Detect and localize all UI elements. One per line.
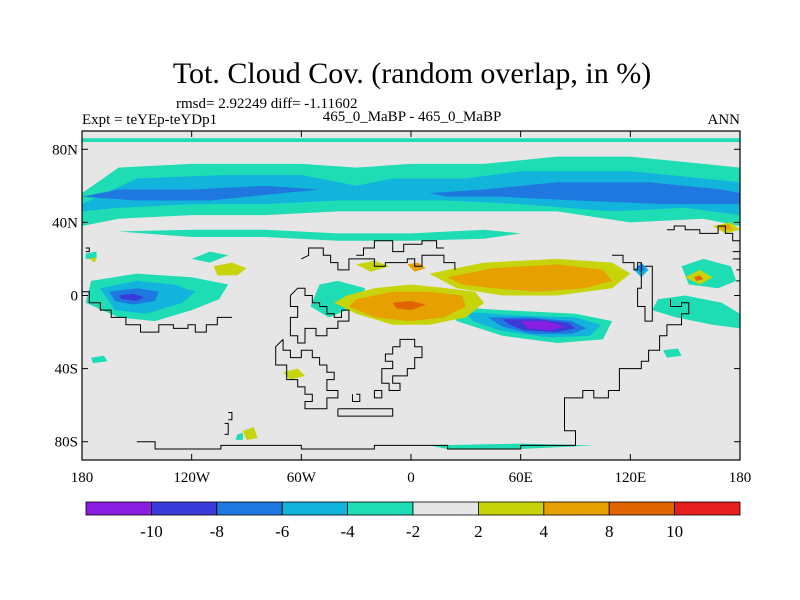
x-axis: 180 120W 60W 0 60E 120E 180 [71, 131, 752, 486]
coastlines [82, 225, 740, 450]
coastline-10 [301, 247, 456, 271]
y-tick-label: 40N [52, 215, 78, 231]
coastline-13 [612, 254, 653, 322]
x-tick-label: 0 [407, 470, 415, 486]
x-tick-label: 60W [287, 470, 317, 486]
coastline-15 [732, 251, 740, 260]
contour-region-0 [82, 138, 740, 142]
y-tick-label: 40S [55, 362, 78, 378]
chart-title: Tot. Cloud Cov. (random overlap, in %) [173, 57, 651, 90]
contour-region-9 [118, 293, 145, 301]
coastline-6 [337, 408, 394, 417]
coastline-7 [136, 299, 690, 450]
colorbar-swatch-2 [216, 501, 283, 516]
coastline-11 [356, 240, 444, 256]
case-label: 465_0_MaBP - 465_0_MaBP [323, 109, 502, 125]
colorbar-label: 8 [605, 522, 614, 541]
colorbar-swatch-8 [608, 501, 676, 516]
colorbar-label: 4 [540, 522, 549, 541]
colorbar-swatch-4 [347, 501, 414, 516]
coastline-8 [224, 422, 229, 435]
contour-region-38 [242, 427, 258, 440]
contour-region-31 [694, 275, 704, 281]
y-tick-label: 0 [71, 289, 79, 305]
contour-region-21 [213, 262, 247, 276]
colorbar-swatch-9 [674, 501, 741, 516]
x-tick-label: 180 [71, 470, 94, 486]
contour-region-24 [407, 262, 426, 272]
colorbar: -10 -8 -6 -4 -2 2 4 8 10 [85, 501, 741, 541]
colorbar-swatch-0 [85, 501, 152, 516]
season-label: ANN [708, 112, 741, 128]
contour-region-4 [429, 182, 740, 205]
contour-region-39 [235, 432, 243, 440]
contour-region-36 [663, 348, 682, 358]
colorbar-swatch-7 [543, 501, 610, 516]
y-tick-label: 80S [55, 435, 78, 451]
coastline-4 [373, 390, 383, 399]
contour-region-37 [283, 368, 305, 380]
y-tick-label: 80N [52, 142, 78, 158]
coastline-16 [736, 269, 740, 282]
coastline-14 [666, 225, 740, 242]
colorbar-label: -10 [140, 522, 163, 541]
coastline-3 [381, 338, 423, 391]
colorbar-label: -8 [210, 522, 224, 541]
colorbar-swatch-5 [412, 501, 479, 516]
coastline-9 [228, 412, 233, 421]
colorbar-label: 10 [666, 522, 683, 541]
contour-region-27 [85, 251, 97, 259]
colorbar-label: -6 [275, 522, 289, 541]
contour-fills [82, 138, 740, 449]
experiment-label: Expt = teYEp-teYDp1 [82, 112, 217, 128]
colorbar-label: -2 [406, 522, 420, 541]
contour-region-3 [82, 185, 320, 201]
coastline-5 [352, 393, 361, 402]
stats-label: rmsd= 2.92249 diff= -1.11602 [176, 96, 358, 112]
contour-region-34 [652, 295, 740, 329]
colorbar-label: -4 [341, 522, 356, 541]
coastline-12 [85, 247, 90, 253]
x-tick-label: 120W [173, 470, 211, 486]
y-axis: 80N 40N 0 40S 80S [52, 142, 740, 451]
contour-region-2 [82, 171, 740, 216]
contour-region-28 [89, 257, 97, 263]
x-tick-label: 60E [509, 470, 533, 486]
coastline-2 [275, 339, 339, 410]
contour-region-35 [91, 355, 108, 364]
contour-region-18 [392, 301, 426, 311]
contour-region-22 [191, 251, 229, 263]
contour-region-23 [356, 260, 390, 272]
colorbar-label: 2 [474, 522, 483, 541]
contour-region-5 [118, 229, 521, 241]
colorbar-swatch-3 [281, 501, 349, 516]
coastline-0 [82, 291, 232, 333]
x-tick-label: 120E [614, 470, 646, 486]
x-tick-label: 180 [729, 470, 752, 486]
coastline-1 [289, 287, 350, 344]
contour-region-14 [520, 321, 565, 331]
colorbar-swatch-1 [150, 501, 218, 516]
contour-region-20 [447, 264, 613, 292]
colorbar-swatch-6 [477, 501, 545, 516]
